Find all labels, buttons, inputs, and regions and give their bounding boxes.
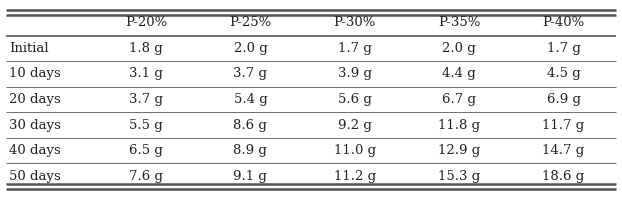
Text: 5.5 g: 5.5 g	[129, 119, 163, 132]
Text: 11.2 g: 11.2 g	[334, 170, 376, 183]
Text: P-35%: P-35%	[438, 16, 480, 29]
Text: 14.7 g: 14.7 g	[542, 144, 585, 157]
Text: 4.5 g: 4.5 g	[547, 67, 580, 80]
Text: 7.6 g: 7.6 g	[129, 170, 163, 183]
Text: Initial: Initial	[9, 42, 49, 55]
Text: 30 days: 30 days	[9, 119, 61, 132]
Text: 6.5 g: 6.5 g	[129, 144, 163, 157]
Text: 5.4 g: 5.4 g	[233, 93, 267, 106]
Text: 11.7 g: 11.7 g	[542, 119, 585, 132]
Text: 10 days: 10 days	[9, 67, 61, 80]
Text: 3.7 g: 3.7 g	[233, 67, 267, 80]
Text: 1.7 g: 1.7 g	[338, 42, 372, 55]
Text: 6.9 g: 6.9 g	[547, 93, 580, 106]
Text: 5.6 g: 5.6 g	[338, 93, 372, 106]
Text: 3.1 g: 3.1 g	[129, 67, 163, 80]
Text: 2.0 g: 2.0 g	[442, 42, 476, 55]
Text: 8.9 g: 8.9 g	[233, 144, 267, 157]
Text: 11.8 g: 11.8 g	[438, 119, 480, 132]
Text: P-30%: P-30%	[333, 16, 376, 29]
Text: 40 days: 40 days	[9, 144, 61, 157]
Text: 6.7 g: 6.7 g	[442, 93, 476, 106]
Text: P-25%: P-25%	[230, 16, 272, 29]
Text: 1.7 g: 1.7 g	[547, 42, 580, 55]
Text: P-20%: P-20%	[125, 16, 167, 29]
Text: 2.0 g: 2.0 g	[233, 42, 267, 55]
Text: 8.6 g: 8.6 g	[233, 119, 267, 132]
Text: 20 days: 20 days	[9, 93, 61, 106]
Text: P-40%: P-40%	[542, 16, 585, 29]
Text: 50 days: 50 days	[9, 170, 61, 183]
Text: 18.6 g: 18.6 g	[542, 170, 585, 183]
Text: 3.7 g: 3.7 g	[129, 93, 163, 106]
Text: 1.8 g: 1.8 g	[129, 42, 163, 55]
Text: 15.3 g: 15.3 g	[438, 170, 480, 183]
Text: 12.9 g: 12.9 g	[438, 144, 480, 157]
Text: 11.0 g: 11.0 g	[334, 144, 376, 157]
Text: 4.4 g: 4.4 g	[442, 67, 476, 80]
Text: 3.9 g: 3.9 g	[338, 67, 372, 80]
Text: 9.2 g: 9.2 g	[338, 119, 372, 132]
Text: 9.1 g: 9.1 g	[233, 170, 267, 183]
